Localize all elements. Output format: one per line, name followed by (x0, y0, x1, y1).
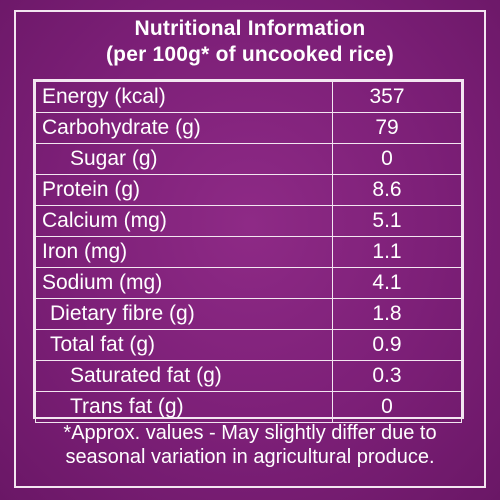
footnote: *Approx. values - May slightly differ du… (0, 421, 500, 469)
table-row: Dietary fibre (g) 1.8 (35, 298, 462, 330)
nutrition-table: Energy (kcal) 357 Carbohydrate (g) 79 Su… (33, 79, 464, 423)
table-row: Protein (g) 8.6 (35, 174, 462, 206)
nutrient-name: Saturated fat (g) (35, 360, 333, 392)
nutrient-name: Protein (g) (35, 174, 333, 206)
table-row: Sodium (mg) 4.1 (35, 267, 462, 299)
nutrient-name: Iron (mg) (35, 236, 333, 268)
footnote-line: *Approx. values - May slightly differ du… (63, 422, 437, 444)
nutrient-name: Sodium (mg) (35, 267, 333, 299)
footnote-line: seasonal variation in agricultural produ… (65, 446, 435, 468)
title-line: Nutritional Information (134, 17, 366, 40)
nutrition-panel: Nutritional Information (per 100g* of un… (14, 10, 486, 488)
nutrient-name: Sugar (g) (35, 143, 333, 175)
nutrient-value: 0.3 (332, 360, 462, 392)
nutrient-value: 1.1 (332, 236, 462, 268)
nutrient-value: 0 (332, 143, 462, 175)
table-row: Energy (kcal) 357 (35, 81, 462, 113)
nutrient-name: Total fat (g) (35, 329, 333, 361)
nutrient-name: Dietary fibre (g) (35, 298, 333, 330)
nutrient-value: 79 (332, 112, 462, 144)
table-row: Trans fat (g) 0 (35, 391, 462, 423)
nutrient-name: Trans fat (g) (35, 391, 333, 423)
nutrient-name: Carbohydrate (g) (35, 112, 333, 144)
nutrient-value: 357 (332, 81, 462, 113)
table-row: Calcium (mg) 5.1 (35, 205, 462, 237)
panel-title: Nutritional Information (per 100g* of un… (16, 16, 484, 68)
table-row: Carbohydrate (g) 79 (35, 112, 462, 144)
table-row: Saturated fat (g) 0.3 (35, 360, 462, 392)
nutrient-value: 0 (332, 391, 462, 423)
nutrient-value: 8.6 (332, 174, 462, 206)
table-row: Total fat (g) 0.9 (35, 329, 462, 361)
table-row: Sugar (g) 0 (35, 143, 462, 175)
table-row: Iron (mg) 1.1 (35, 236, 462, 268)
nutrient-name: Energy (kcal) (35, 81, 333, 113)
nutrient-value: 1.8 (332, 298, 462, 330)
nutrient-value: 5.1 (332, 205, 462, 237)
nutrient-name: Calcium (mg) (35, 205, 333, 237)
nutrient-value: 4.1 (332, 267, 462, 299)
subtitle-line: (per 100g* of uncooked rice) (105, 43, 394, 66)
nutrient-value: 0.9 (332, 329, 462, 361)
